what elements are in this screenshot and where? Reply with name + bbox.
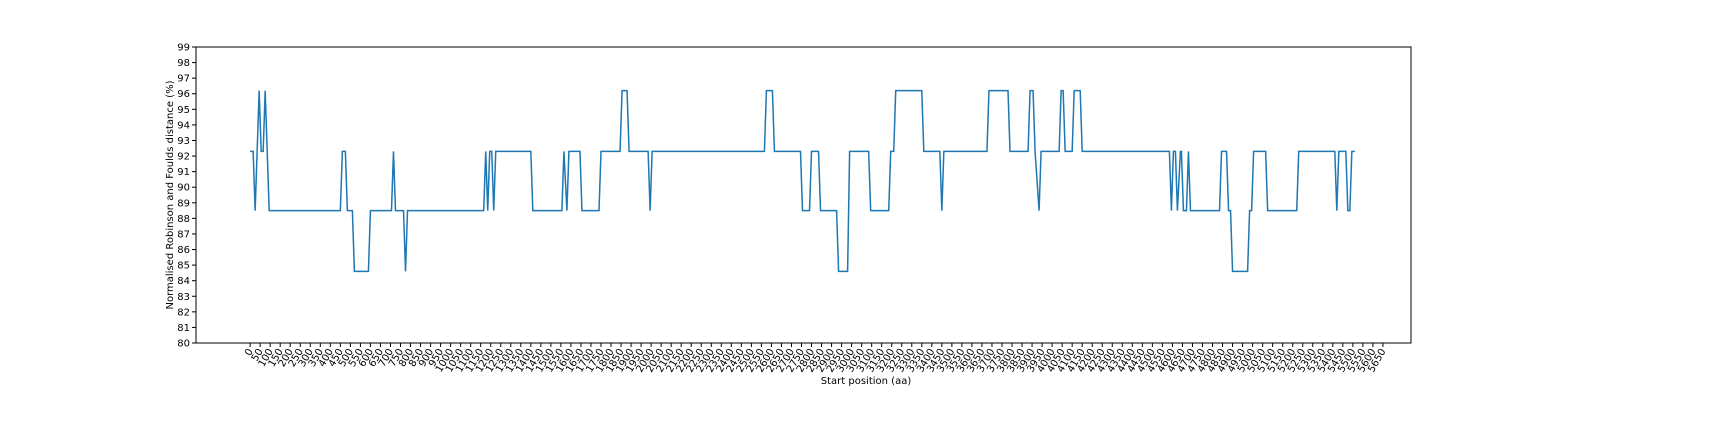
y-tick-label: 96 [177, 89, 190, 100]
y-tick-label: 94 [177, 120, 190, 131]
y-tick-label: 86 [177, 245, 190, 256]
data-line [250, 89, 1355, 273]
y-axis-label: Normalised Robinson and Foulds distance … [165, 80, 176, 309]
y-tick-label: 99 [177, 43, 190, 54]
y-tick-label: 93 [177, 136, 190, 147]
y-tick-label: 82 [177, 307, 190, 318]
y-tick-label: 90 [177, 183, 190, 194]
y-tick-label: 89 [177, 198, 190, 209]
y-tick-label: 87 [177, 229, 190, 240]
y-tick-label: 95 [177, 105, 190, 116]
y-tick-label: 91 [177, 167, 190, 178]
y-tick-label: 98 [177, 58, 190, 69]
y-tick-label: 88 [177, 214, 190, 225]
y-tick-label: 83 [177, 292, 190, 303]
y-tick-label: 80 [177, 339, 190, 350]
y-tick-label: 84 [177, 276, 190, 287]
y-tick-label: 81 [177, 323, 190, 334]
plot-frame [195, 46, 1412, 344]
y-tick-label: 97 [177, 74, 190, 85]
x-tick-label: 0 [243, 347, 256, 358]
y-tick-label: 85 [177, 261, 190, 272]
x-axis-label: Start position (aa) [821, 376, 912, 387]
y-tick-label: 92 [177, 152, 190, 163]
